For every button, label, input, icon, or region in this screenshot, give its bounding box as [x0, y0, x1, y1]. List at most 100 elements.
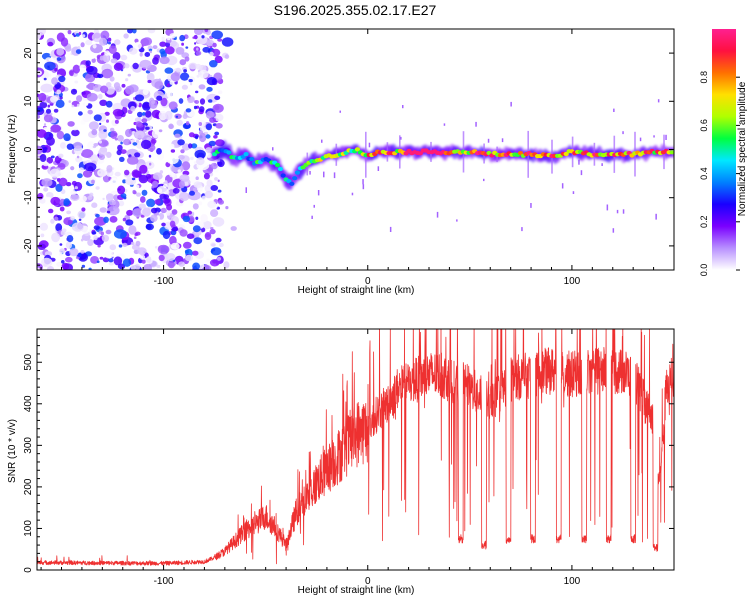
spectrogram-noise-blob — [194, 56, 201, 65]
spectrogram-noise-blob — [103, 129, 107, 132]
spectrogram-noise-blob — [102, 54, 110, 63]
spectrogram-noise-blob — [212, 42, 217, 48]
spectrogram-noise-blob — [41, 257, 53, 268]
spectrogram-noise-blob — [98, 129, 108, 140]
spectrogram-noise-blob — [225, 206, 229, 210]
spectrogram-noise-blob — [206, 86, 213, 92]
spectrogram-noise-blob — [166, 55, 178, 66]
spectrogram-noise-blob — [85, 60, 91, 66]
spectrogram-speckle — [400, 136, 402, 140]
spectrogram-noise-blob — [195, 176, 199, 180]
spectrogram-noise-blob — [50, 155, 55, 159]
spectrogram-noise-blob — [59, 243, 63, 246]
spectrogram-noise-blob — [114, 119, 119, 124]
spectrogram-y-ticks: -20 -10 0 10 20 — [23, 33, 674, 266]
spectrogram-noise-blob — [158, 129, 163, 133]
spectrogram-noise-blob — [137, 111, 143, 118]
spectrogram-noise-blob — [178, 154, 185, 160]
spectrogram-ridge-cell — [417, 151, 423, 156]
spectrogram-noise-blob — [194, 42, 197, 45]
spectrogram-noise-blob — [163, 183, 168, 188]
spectrogram-noise-blob — [147, 79, 152, 84]
spectrogram-noise-blob — [210, 185, 219, 191]
spectrogram-speckle — [613, 108, 615, 112]
spectrogram-noise-blob — [91, 129, 98, 136]
spectrogram-noise-blob — [198, 106, 205, 113]
spectrogram-noise-blob — [158, 254, 165, 262]
spectrogram-noise-blob — [99, 99, 108, 107]
spectrogram-noise-blob — [140, 139, 152, 150]
spectrogram-noise-blob — [116, 149, 122, 156]
spectrogram-noise-blob — [151, 100, 156, 105]
spectrogram-noise-blob — [135, 121, 143, 127]
spectrogram-speckle — [639, 137, 642, 142]
spectrogram-noise-blob — [95, 186, 100, 190]
spectrogram-noise-blob — [146, 72, 155, 82]
spectrogram-noise-blob — [136, 139, 139, 143]
spectrogram-noise-blob — [77, 210, 86, 219]
spectrogram-noise-blob — [201, 195, 206, 201]
spectrogram-noise-blob — [122, 217, 127, 222]
spectrogram-noise-blob — [178, 261, 186, 267]
spectrogram-speckle — [321, 139, 323, 143]
spectrogram-noise-blob — [56, 261, 63, 267]
spectrogram-noise-blob — [130, 105, 136, 112]
colorbar-tick-label: 0.2 — [699, 216, 709, 229]
spectrogram-y-tick-label: -10 — [23, 190, 34, 205]
spectrogram-noise-blob — [80, 42, 85, 48]
spectrogram-noise-blob — [209, 259, 220, 267]
spectrogram-noise-blob — [99, 122, 102, 126]
spectrogram-ridge-cell — [563, 151, 569, 157]
spectrogram-noise-blob — [165, 210, 171, 216]
spectrogram-noise-blob — [195, 63, 202, 70]
spectrogram-noise-blob — [55, 99, 65, 109]
spectrogram-noise-blob — [215, 237, 222, 243]
spectrogram-noise-blob — [194, 100, 197, 104]
spectrogram-noise-blob — [214, 55, 223, 64]
spectrogram-noise-blob — [56, 89, 62, 95]
spectrogram-noise-blob — [170, 149, 176, 153]
spectrogram-noise-blob — [202, 220, 212, 230]
spectrogram-speckle — [313, 204, 315, 208]
spectrogram-speckle — [530, 203, 532, 208]
spectrogram-speckle — [362, 184, 365, 190]
spectrogram-noise-blob — [101, 234, 110, 242]
spectrogram-noise-blob — [170, 242, 180, 250]
spectrogram-noise-blob — [145, 223, 154, 231]
spectrogram-speckle — [580, 170, 583, 176]
spectrogram-noise-blob — [205, 147, 212, 153]
snr-y-tick-label: 100 — [23, 520, 34, 537]
spectrogram-noise-blob — [127, 115, 134, 122]
spectrogram-speckle — [245, 187, 247, 193]
spectrogram-noise-blob — [195, 50, 202, 56]
spectrogram-noise-blob — [213, 135, 218, 139]
spectrogram-noise-blob — [188, 79, 193, 83]
spectrogram-noise-blob — [182, 241, 192, 249]
spectrogram-noise-blob — [133, 236, 137, 239]
spectrogram-noise-blob — [46, 157, 54, 164]
spectrogram-noise-blob — [75, 49, 82, 54]
spectrogram-noise-blob — [174, 133, 181, 138]
spectrogram-noise-blob — [191, 170, 200, 176]
spectrogram-noise-blob — [81, 207, 86, 212]
spectrogram-noise-blob — [88, 121, 99, 130]
spectrogram-speckle — [616, 209, 619, 214]
spectrogram-noise-blob — [39, 198, 46, 204]
spectrogram-noise-blob — [144, 110, 152, 118]
spectrogram-noise-blob — [106, 193, 114, 202]
spectrogram-noise-blob — [169, 220, 176, 228]
spectrogram-noise-blob — [182, 215, 191, 223]
spectrogram-noise-blob — [203, 173, 210, 180]
spectrogram-noise-blob — [90, 256, 99, 264]
snr-x-label: Height of straight line (km) — [298, 585, 415, 596]
spectrogram-noise-blob — [81, 153, 85, 157]
spectrogram-noise-blob — [212, 217, 225, 227]
spectrogram-noise-blob — [86, 66, 98, 75]
spectrogram-noise-blob — [107, 37, 112, 42]
spectrogram-noise-blob — [154, 81, 164, 90]
spectrogram-noise-blob — [37, 114, 41, 119]
spectrogram-noise-blob — [117, 185, 126, 195]
spectrogram-noise-blob — [133, 190, 137, 195]
spectrogram-noise-blob — [123, 33, 129, 39]
spectrogram-noise-blob — [160, 207, 167, 214]
